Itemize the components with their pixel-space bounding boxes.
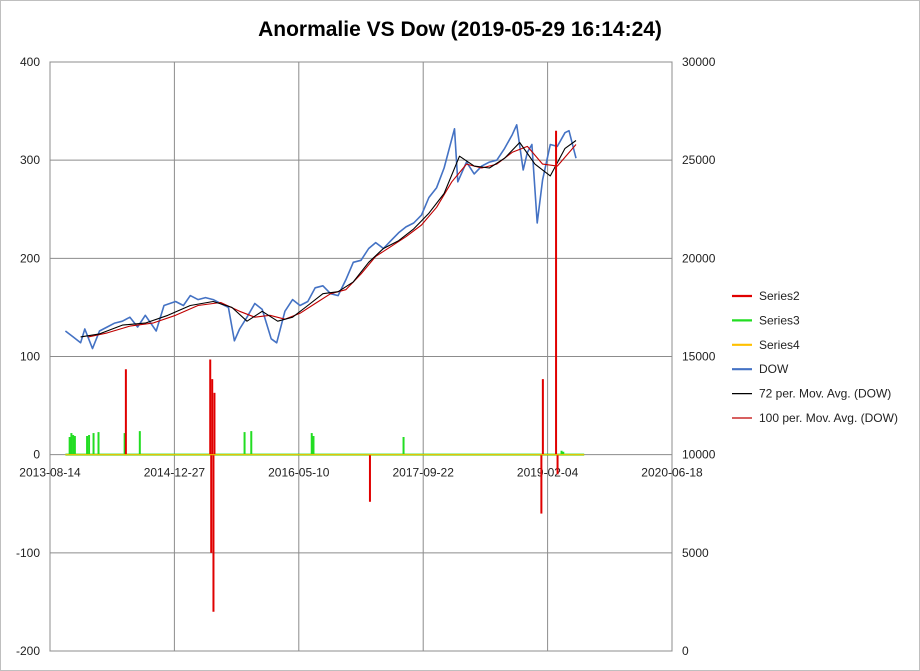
- legend-label: Series2: [759, 289, 800, 303]
- x-axis-ticks: 2013-08-14 2014-12-27 2016-05-10 2017-09-22…: [19, 466, 703, 480]
- chart-title: Anormalie VS Dow (2019-05-29 16:14:24): [258, 18, 662, 41]
- x-tick-label: 2020-06-18: [641, 466, 703, 480]
- series-series2: [124, 130, 559, 612]
- series-series3: [65, 431, 585, 456]
- 72-per-mov-avg-dow-line: [80, 140, 577, 338]
- left-tick-label: 200: [20, 251, 40, 265]
- legend-label: DOW: [759, 362, 789, 376]
- left-tick-label: -200: [16, 644, 40, 658]
- left-axis-ticks: -200 -100 0 100 200 300 400: [16, 55, 40, 658]
- right-tick-label: 25000: [682, 153, 716, 167]
- series-72-per-mov-avg-dow: [80, 140, 577, 338]
- x-tick-label: 2017-09-22: [393, 466, 455, 480]
- right-tick-label: 5000: [682, 546, 709, 560]
- right-tick-label: 0: [682, 644, 689, 658]
- legend-label: Series4: [759, 338, 800, 352]
- legend-label: 100 per. Mov. Avg. (DOW): [759, 411, 898, 425]
- gridlines: [49, 61, 673, 652]
- dow-line: [64, 124, 577, 350]
- right-tick-label: 15000: [682, 350, 716, 364]
- legend-label: 72 per. Mov. Avg. (DOW): [759, 387, 891, 401]
- left-tick-label: 100: [20, 350, 40, 364]
- left-tick-label: 300: [20, 153, 40, 167]
- x-tick-label: 2013-08-14: [19, 466, 81, 480]
- left-tick-label: 400: [20, 55, 40, 69]
- x-tick-label: 2014-12-27: [144, 466, 206, 480]
- left-tick-label: -100: [16, 546, 40, 560]
- right-tick-label: 20000: [682, 251, 716, 265]
- series-dow: [64, 124, 577, 350]
- left-tick-label: 0: [33, 448, 40, 462]
- x-tick-label: 2016-05-10: [268, 466, 330, 480]
- x-tick-label: 2019-02-04: [517, 466, 579, 480]
- series-100-per-mov-avg-dow: [88, 144, 577, 338]
- right-tick-label: 10000: [682, 448, 716, 462]
- right-axis-ticks: 0 5000 10000 15000 20000 25000 30000: [682, 55, 716, 658]
- legend-label: Series3: [759, 313, 800, 327]
- right-tick-label: 30000: [682, 55, 716, 69]
- series-layer: [64, 124, 585, 612]
- 100-per-mov-avg-dow-line: [88, 144, 577, 338]
- legend: Series2 Series3 Series4 DOW 72 per. Mov. Avg…: [732, 289, 898, 425]
